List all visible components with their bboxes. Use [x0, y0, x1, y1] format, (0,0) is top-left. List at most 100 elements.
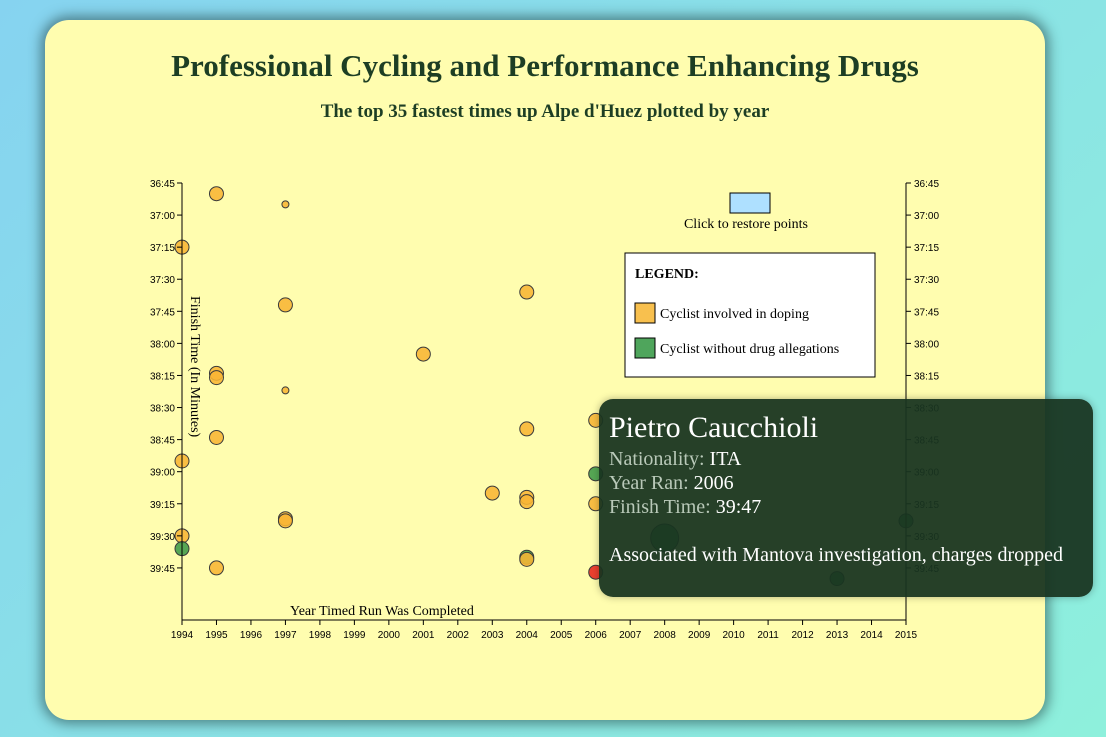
x-tick-label: 1999: [343, 630, 366, 641]
y-tick-label-right: 38:00: [914, 339, 939, 350]
x-tick: 1998: [309, 620, 332, 641]
data-point-doping[interactable]: [208, 370, 224, 386]
x-tick-label: 2015: [895, 630, 918, 641]
legend-swatch-doping: [634, 302, 656, 324]
y-tick-label-right: 36:45: [914, 179, 939, 190]
data-point-doping[interactable]: [281, 386, 290, 395]
x-tick: 2012: [791, 620, 814, 641]
data-point-doping[interactable]: [519, 494, 535, 510]
x-tick-label: 2002: [447, 630, 470, 641]
x-tick: 1999: [343, 620, 366, 641]
page-title: Professional Cycling and Performance Enh…: [171, 48, 919, 83]
x-tick: 2015: [895, 620, 918, 641]
y-tick-label-left: 38:30: [150, 404, 175, 415]
tooltip-nationality-label: Nationality:: [609, 448, 705, 470]
x-tick: 2004: [516, 620, 539, 641]
legend-swatch-clean: [634, 337, 656, 359]
tooltip-year-value: 2006: [693, 472, 734, 494]
data-point-doping[interactable]: [208, 186, 224, 202]
y-tick-label-left: 36:45: [150, 179, 175, 190]
data-point-doping[interactable]: [519, 421, 535, 437]
data-point-doping[interactable]: [281, 200, 290, 209]
x-tick: 1997: [274, 620, 297, 641]
x-tick-label: 2014: [860, 630, 883, 641]
y-tick-label-right: 37:30: [914, 275, 939, 286]
x-tick: 2008: [654, 620, 677, 641]
x-tick: 2006: [585, 620, 608, 641]
data-point-doping[interactable]: [519, 551, 535, 567]
data-point-doping[interactable]: [277, 297, 293, 313]
x-tick: 2002: [447, 620, 470, 641]
tooltip-time-value: 39:47: [715, 496, 762, 518]
y-tick-label-left: 39:45: [150, 564, 175, 575]
x-tick-label: 1994: [171, 630, 194, 641]
x-tick: 2014: [860, 620, 883, 641]
tooltip-nationality-row: Nationality: ITA: [609, 447, 1083, 471]
x-tick-label: 2006: [585, 630, 608, 641]
legend-label-clean: Cyclist without drug allegations: [660, 342, 839, 357]
y-tick-label-left: 37:00: [150, 211, 175, 222]
x-tick: 2013: [826, 620, 849, 641]
y-tick-label-left: 38:45: [150, 436, 175, 447]
x-tick-label: 2005: [550, 630, 573, 641]
y-tick: 37:45 37:45: [150, 307, 939, 318]
x-tick: 1995: [205, 620, 228, 641]
y-tick-label-left: 38:00: [150, 339, 175, 350]
y-tick: 36:45 36:45: [150, 179, 939, 190]
legend-title: LEGEND:: [635, 267, 699, 282]
page-subtitle: The top 35 fastest times up Alpe d'Huez …: [320, 101, 770, 122]
x-tick-label: 2013: [826, 630, 849, 641]
y-tick-label-left: 39:00: [150, 468, 175, 479]
y-tick-label-left: 38:15: [150, 371, 175, 382]
x-tick-label: 2012: [791, 630, 814, 641]
data-point-doping[interactable]: [208, 429, 224, 445]
y-tick-label-right: 38:15: [914, 371, 939, 382]
y-axis-label: Finish Time (In Minutes): [187, 296, 202, 438]
tooltip-nationality-value: ITA: [709, 448, 742, 470]
data-point-doping[interactable]: [484, 485, 500, 501]
x-tick-label: 2008: [654, 630, 677, 641]
y-tick: 38:00 38:00: [150, 339, 939, 350]
x-tick-label: 2000: [378, 630, 401, 641]
x-axis-label: Year Timed Run Was Completed: [290, 604, 474, 619]
y-tick: 37:00 37:00: [150, 211, 939, 222]
legend-label-doping: Cyclist involved in doping: [660, 307, 809, 322]
tooltip-year-row: Year Ran: 2006: [609, 471, 1083, 495]
data-point-doping[interactable]: [208, 560, 224, 576]
y-tick-label-left: 37:30: [150, 275, 175, 286]
y-tick-label-left: 37:15: [150, 243, 175, 254]
legend: LEGEND: Cyclist involved in doping Cycli…: [624, 252, 876, 378]
x-tick: 2007: [619, 620, 642, 641]
x-tick-label: 2010: [722, 630, 745, 641]
x-tick: 2000: [378, 620, 401, 641]
x-tick-label: 1997: [274, 630, 297, 641]
y-tick: 37:15 37:15: [150, 243, 939, 254]
x-tick-label: 1995: [205, 630, 228, 641]
y-tick-label-right: 37:45: [914, 307, 939, 318]
x-tick-label: 1998: [309, 630, 332, 641]
x-tick: 2011: [757, 620, 779, 641]
restore-points-label: Click to restore points: [684, 217, 808, 232]
y-tick-label-right: 37:00: [914, 211, 939, 222]
tooltip-year-label: Year Ran:: [609, 472, 689, 494]
point-tooltip: Pietro Caucchioli Nationality: ITA Year …: [599, 399, 1093, 597]
tooltip-note: Associated with Mantova investigation, c…: [609, 544, 1063, 566]
data-point-doping[interactable]: [415, 346, 431, 362]
data-point-doping[interactable]: [519, 284, 535, 300]
x-tick: 2003: [481, 620, 504, 641]
x-tick-label: 1996: [240, 630, 263, 641]
y-tick: 38:15 38:15: [150, 371, 939, 382]
y-tick: 37:30 37:30: [150, 275, 939, 286]
tooltip-time-label: Finish Time:: [609, 496, 711, 518]
x-tick: 1994: [171, 620, 194, 641]
x-tick: 2009: [688, 620, 711, 641]
x-tick-label: 2011: [757, 630, 779, 641]
x-tick-label: 2004: [516, 630, 539, 641]
y-tick-label-right: 37:15: [914, 243, 939, 254]
x-tick-label: 2007: [619, 630, 642, 641]
x-tick-label: 2001: [412, 630, 435, 641]
data-point-doping[interactable]: [277, 513, 293, 529]
restore-points-button[interactable]: [729, 192, 771, 214]
x-tick-label: 2003: [481, 630, 504, 641]
